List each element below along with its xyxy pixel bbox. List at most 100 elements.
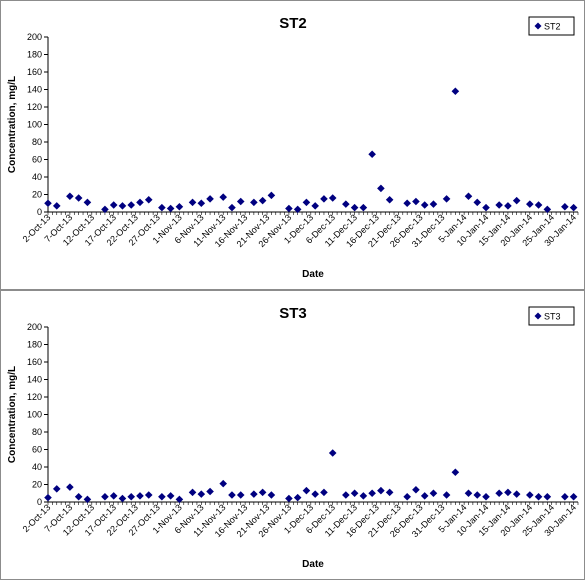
data-point <box>236 491 245 499</box>
data-point <box>136 492 144 500</box>
data-point <box>83 495 92 504</box>
data-point <box>359 492 368 500</box>
data-point <box>236 197 245 206</box>
data-point <box>74 194 83 202</box>
data-point <box>206 195 214 203</box>
data-point <box>158 492 166 501</box>
y-tick-label: 100 <box>27 410 42 420</box>
data-point <box>420 492 429 500</box>
data-point <box>285 204 293 213</box>
data-point <box>385 195 394 204</box>
y-tick-label: 100 <box>27 120 42 130</box>
data-point <box>495 489 503 498</box>
data-point <box>267 191 276 200</box>
y-tick-label: 180 <box>27 50 42 60</box>
chart-panel-st2: ST2 ST2 0 20 40 60 80 100 120 140 160 180 200 2-Oct-1… <box>0 0 585 290</box>
data-point <box>350 489 359 498</box>
data-point <box>350 203 359 212</box>
data-point <box>175 202 184 211</box>
data-point <box>368 489 376 498</box>
data-point <box>101 492 109 501</box>
data-point <box>136 198 144 207</box>
y-tick-label: 160 <box>27 357 42 367</box>
data-point <box>412 197 420 206</box>
data-point <box>385 488 394 497</box>
data-point <box>359 203 368 212</box>
data-point <box>403 199 411 208</box>
legend-marker <box>534 312 542 320</box>
y-tick-label: 180 <box>27 340 42 350</box>
legend: ST3 <box>528 306 575 326</box>
data-point <box>311 202 319 210</box>
data-point <box>534 492 543 501</box>
data-point <box>219 479 228 488</box>
y-tick-label: 120 <box>27 392 42 402</box>
data-point <box>342 200 350 208</box>
data-point <box>561 202 569 211</box>
data-point <box>368 150 376 159</box>
legend: ST2 <box>528 16 575 36</box>
y-tick-label: 160 <box>27 67 42 77</box>
data-point <box>250 490 258 498</box>
data-point <box>377 184 385 193</box>
data-point <box>504 488 512 497</box>
data-point <box>83 198 92 207</box>
chart-st2: ST2 ST20204060801001201401601802002-Oct-1… <box>7 15 579 280</box>
data-point <box>342 491 350 499</box>
x-axis-title: Date <box>302 559 324 570</box>
data-point <box>101 205 109 214</box>
data-point <box>144 491 153 499</box>
data-point <box>219 193 228 201</box>
series-st3 <box>44 449 578 504</box>
chart-title: ST2 <box>279 15 307 32</box>
data-point <box>158 203 166 212</box>
data-point <box>293 205 302 214</box>
y-tick-label: 80 <box>32 427 42 437</box>
data-point <box>258 196 267 205</box>
data-point <box>52 202 61 210</box>
data-point <box>534 201 543 209</box>
legend-label: ST3 <box>544 312 561 322</box>
data-point <box>464 192 473 201</box>
chart-panel-st3: ST3 ST3 0 20 40 60 80 100 120 140 160 180 200 2-Oct-1… <box>0 290 585 580</box>
data-point <box>543 205 552 214</box>
data-point <box>412 485 420 494</box>
y-tick-label: 200 <box>27 322 42 332</box>
data-point <box>543 492 552 501</box>
data-point <box>569 492 578 501</box>
data-point <box>188 488 197 497</box>
data-point <box>482 203 490 212</box>
y-tick-label: 60 <box>32 155 42 165</box>
data-point <box>127 492 136 501</box>
legend-box <box>528 16 575 36</box>
data-point <box>228 203 236 212</box>
legend-box <box>528 306 575 326</box>
data-point <box>526 200 534 208</box>
y-tick-label: 20 <box>32 480 42 490</box>
data-point <box>377 486 385 495</box>
x-axis-title: Date <box>302 269 324 280</box>
y-tick-label: 140 <box>27 375 42 385</box>
data-point <box>166 492 175 500</box>
data-point <box>302 198 311 207</box>
data-point <box>74 492 83 501</box>
data-point <box>482 492 490 501</box>
data-point <box>66 192 74 201</box>
y-axis-title: Concentration, mg/L <box>7 76 18 173</box>
data-point <box>144 195 153 204</box>
data-point <box>44 493 52 502</box>
data-point <box>127 201 136 209</box>
data-point <box>320 488 328 497</box>
data-point <box>403 492 411 501</box>
data-point <box>311 490 319 498</box>
data-point <box>197 490 206 498</box>
y-tick-label: 140 <box>27 85 42 95</box>
y-tick-label: 60 <box>32 445 42 455</box>
y-tick-label: 80 <box>32 137 42 147</box>
data-point <box>473 198 482 207</box>
data-point <box>328 194 337 202</box>
data-point <box>526 491 534 499</box>
data-point <box>293 493 302 502</box>
y-tick-label: 20 <box>32 190 42 200</box>
data-point <box>228 491 236 499</box>
